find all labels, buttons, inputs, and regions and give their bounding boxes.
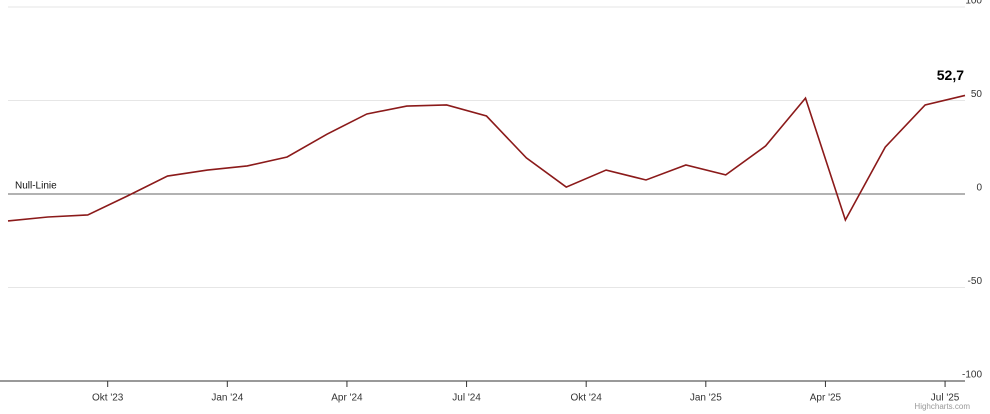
x-tick-label: Okt '23 — [92, 393, 124, 404]
x-tick-label: Jul '25 — [931, 393, 960, 404]
x-tick-label: Apr '25 — [810, 393, 842, 404]
line-series — [7, 94, 966, 222]
x-tick-label: Jul '24 — [452, 393, 481, 404]
y-tick-label: 50 — [971, 89, 983, 100]
value-label: 52,7 — [937, 67, 964, 83]
y-tick-label: 100 — [965, 0, 982, 7]
y-tick-label: -50 — [968, 276, 983, 287]
x-tick-label: Jan '25 — [690, 393, 722, 404]
x-tick-label: Apr '24 — [331, 393, 363, 404]
x-tick-label: Jan '24 — [211, 393, 243, 404]
credits: Highcharts.com — [914, 402, 970, 411]
y-tick-label: 0 — [976, 183, 982, 194]
x-tick-label: Okt '24 — [571, 393, 603, 404]
annotation: Null-Linie — [15, 181, 57, 192]
y-tick-label: -100 — [962, 370, 982, 381]
